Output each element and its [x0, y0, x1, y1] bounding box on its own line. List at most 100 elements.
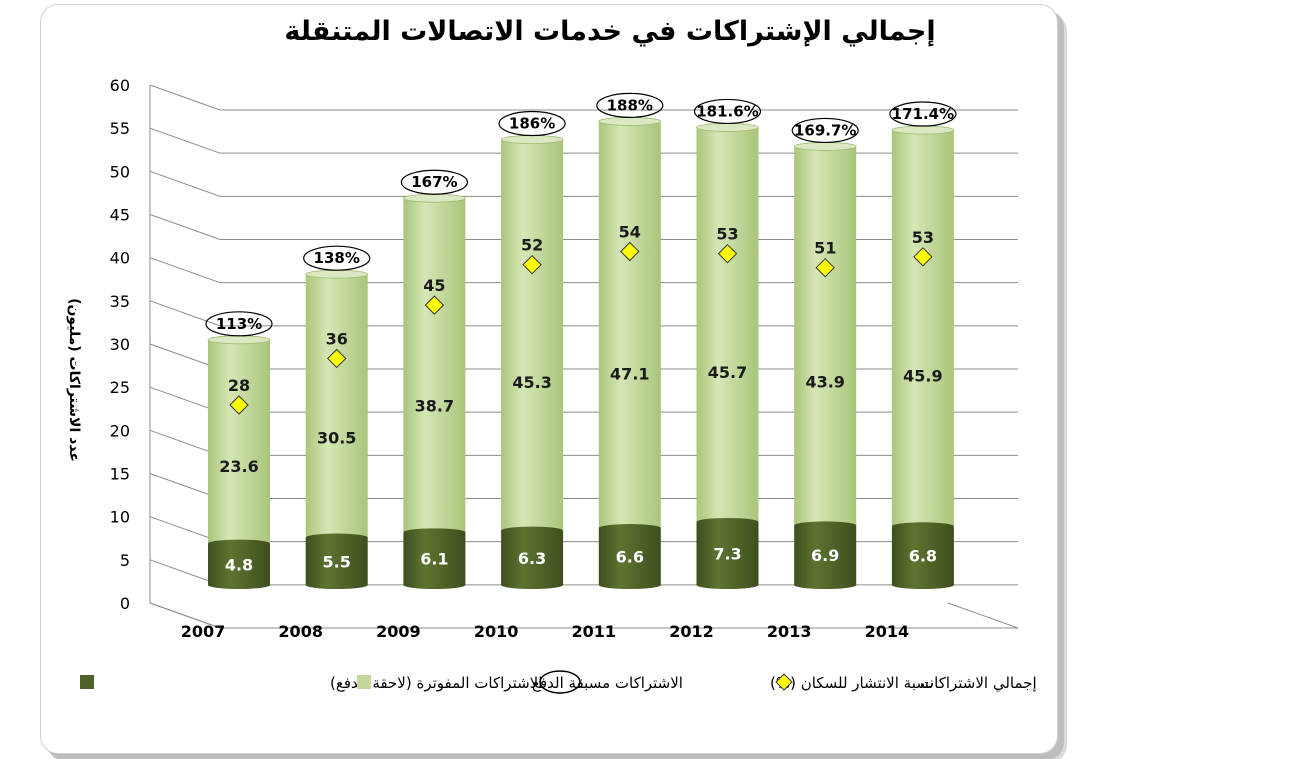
- bar-prepaid-top: [793, 142, 857, 151]
- legend: الاشتراكات المفوترة (لاحقة الدفع) الاشتر…: [80, 670, 1037, 694]
- bar-prepaid: [598, 117, 661, 529]
- gridline: [149, 429, 1018, 456]
- legend-swatch-penetration: [539, 670, 581, 694]
- y-tick-label: 25: [110, 378, 130, 397]
- total-marker: [326, 348, 347, 369]
- bar-postpaid-label: 6.3: [518, 549, 546, 568]
- total-label: 45: [423, 276, 445, 295]
- bar-group: 6.3 45.3 52 186%: [498, 110, 566, 589]
- bar-prepaid: [403, 194, 466, 533]
- bar-prepaid: [696, 123, 759, 522]
- total-label: 36: [326, 329, 348, 348]
- bar-prepaid-label: 45.9: [903, 367, 942, 386]
- legend-swatch-total: [775, 673, 793, 691]
- total-label: 54: [619, 223, 641, 242]
- penetration-label: 188%: [607, 96, 653, 114]
- bar-postpaid-label: 5.5: [323, 552, 351, 571]
- penetration-label: 138%: [314, 249, 360, 267]
- x-tick-label: 2007: [181, 622, 226, 641]
- total-marker: [717, 243, 738, 264]
- bar-group: 6.1 38.7 45 167%: [400, 169, 468, 589]
- x-tick-label: 2013: [767, 622, 812, 641]
- bar-postpaid: [696, 517, 759, 589]
- legend-label-prepaid: الاشتراكات مسبقة الدفع: [532, 674, 683, 692]
- x-axis-ticks: 2007 2008 2009 2010 2011 2012 2013 2014: [181, 622, 909, 641]
- axes: [149, 85, 1019, 629]
- bar-postpaid-label: 4.8: [225, 555, 253, 574]
- total-marker: [913, 247, 933, 267]
- legend-item-penetration: نسبة الانتشار للسكان (%): [539, 670, 934, 694]
- y-tick-label: 55: [110, 119, 130, 138]
- bar-postpaid: [403, 528, 466, 589]
- penetration-oval: [693, 98, 762, 125]
- y-tick-label: 40: [110, 249, 130, 268]
- penetration-oval: [205, 311, 273, 337]
- y-tick-label: 20: [110, 421, 130, 440]
- bar-group: 5.5 30.5 36 138%: [303, 245, 371, 589]
- penetration-oval: [791, 117, 859, 144]
- bar-group: 4.8 23.6 28 113%: [205, 311, 273, 589]
- x-tick-label: 2010: [474, 622, 519, 641]
- bar-prepaid-top: [402, 193, 466, 203]
- penetration-label: 181.6%: [696, 102, 758, 120]
- legend-item-prepaid: الاشتراكات مسبقة الدفع: [357, 674, 683, 692]
- penetration-label: 113%: [216, 315, 262, 333]
- bar-prepaid-top: [598, 116, 662, 126]
- floor: [149, 602, 1019, 629]
- x-tick-label: 2009: [376, 622, 421, 641]
- bar-postpaid-label: 7.3: [713, 544, 741, 563]
- bar-prepaid-label: 45.3: [512, 373, 551, 392]
- bar-postpaid-label: 6.9: [811, 546, 839, 565]
- legend-label-total: إجمالي الاشتراكات: [920, 674, 1037, 693]
- bar-prepaid-top: [891, 125, 955, 135]
- bar-postpaid: [598, 524, 661, 589]
- bar-prepaid-label: 38.7: [415, 396, 454, 415]
- gridline: [149, 386, 1018, 413]
- legend-item-total: إجمالي الاشتراكات: [775, 673, 1037, 693]
- gridlines: [149, 84, 1018, 629]
- penetration-oval: [400, 169, 468, 195]
- bar-prepaid-label: 30.5: [317, 428, 356, 447]
- bars: 4.823.628113%5.530.536138%6.138.745167%6…: [205, 92, 957, 589]
- bar-prepaid-top: [305, 269, 369, 279]
- gridline: [149, 516, 1018, 543]
- bar-postpaid-label: 6.1: [420, 550, 448, 569]
- bar-group: 7.3 45.7 53 181.6%: [693, 98, 762, 589]
- bar-prepaid-top: [696, 123, 759, 132]
- x-tick-label: 2011: [572, 622, 617, 641]
- x-tick-label: 2014: [865, 622, 910, 641]
- legend-label-penetration: نسبة الانتشار للسكان (%): [770, 674, 934, 692]
- bar-group: 6.6 47.1 54 188%: [596, 92, 664, 589]
- y-tick-label: 5: [120, 551, 130, 570]
- total-marker: [522, 254, 542, 275]
- penetration-label: 186%: [509, 115, 555, 133]
- bar-postpaid: [891, 522, 954, 589]
- total-label: 28: [228, 376, 250, 395]
- gridline: [149, 473, 1018, 499]
- gridline: [149, 300, 1018, 327]
- bar-prepaid-top: [500, 135, 564, 144]
- legend-swatch-prepaid: [357, 675, 371, 689]
- bar-postpaid-label: 6.6: [616, 548, 644, 567]
- penetration-oval: [303, 245, 371, 271]
- y-tick-label: 60: [110, 76, 130, 95]
- x-tick-label: 2008: [278, 622, 323, 641]
- y-axis-label: عدد الاشتراكات (مليون): [66, 298, 82, 462]
- bar-postpaid: [305, 533, 368, 589]
- x-tick-label: 2012: [669, 622, 714, 641]
- bar-postpaid-label: 6.8: [909, 547, 937, 566]
- gridline: [149, 170, 1018, 197]
- penetration-label: 171.4%: [892, 105, 954, 123]
- legend-swatch-postpaid: [80, 675, 94, 689]
- gridline: [149, 214, 1018, 240]
- total-marker: [229, 395, 249, 415]
- penetration-oval: [889, 101, 957, 127]
- bar-prepaid: [305, 270, 368, 538]
- y-tick-label: 50: [110, 162, 130, 181]
- gridline: [149, 127, 1018, 154]
- total-label: 53: [912, 228, 934, 247]
- y-tick-label: 35: [110, 292, 130, 311]
- chart-title: إجمالي الإشتراكات في خدمات الاتصالات الم…: [284, 16, 935, 47]
- bar-prepaid-label: 43.9: [805, 372, 844, 391]
